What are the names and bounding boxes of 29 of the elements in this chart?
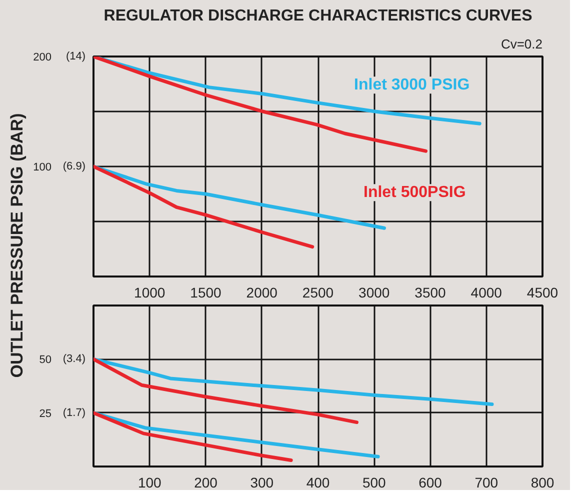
x-tick-label: 200 [194,474,218,490]
y-tick-label: 200 [33,52,52,64]
x-tick-label: 300 [250,474,274,490]
x-tick-label: 500 [362,474,386,490]
text: Inlet 500PSIG [363,184,466,202]
y2-tick-label: (3.4) [62,353,86,366]
y2-tick-label: (1.7) [62,406,86,419]
x-tick-label: 100 [138,474,162,490]
x-tick-label: 1000 [134,284,166,300]
series-label: Inlet 3000 PSIG [354,76,470,94]
chart-title: REGULATOR DISCHARGE CHARACTERISTICS CURVES [104,8,533,24]
x-tick-label: 700 [474,474,498,490]
x-tick-label: 600 [418,474,442,490]
x-tick-label: 4500 [526,284,558,300]
y-axis-title: OUTLET PRESSURE PSIG (BAR) [8,113,26,378]
x-tick-label: 2000 [246,284,278,300]
x-tick-label: 3000 [358,284,390,300]
y2-tick-label: (14) [66,50,86,62]
y-tick-label: 100 [33,162,52,174]
text: Cv=0.2 [500,36,543,52]
x-tick-label: 800 [530,474,554,490]
x-tick-label: 400 [306,474,330,490]
y2-tick-label: (6.9) [62,160,86,173]
y-tick-label: 50 [39,354,52,366]
x-tick-label: 4000 [470,284,502,300]
x-tick-label: 2500 [302,284,334,300]
y-tick-label: 25 [39,408,52,420]
x-tick-label: 1500 [190,284,222,300]
x-tick-label: 3500 [414,284,446,300]
